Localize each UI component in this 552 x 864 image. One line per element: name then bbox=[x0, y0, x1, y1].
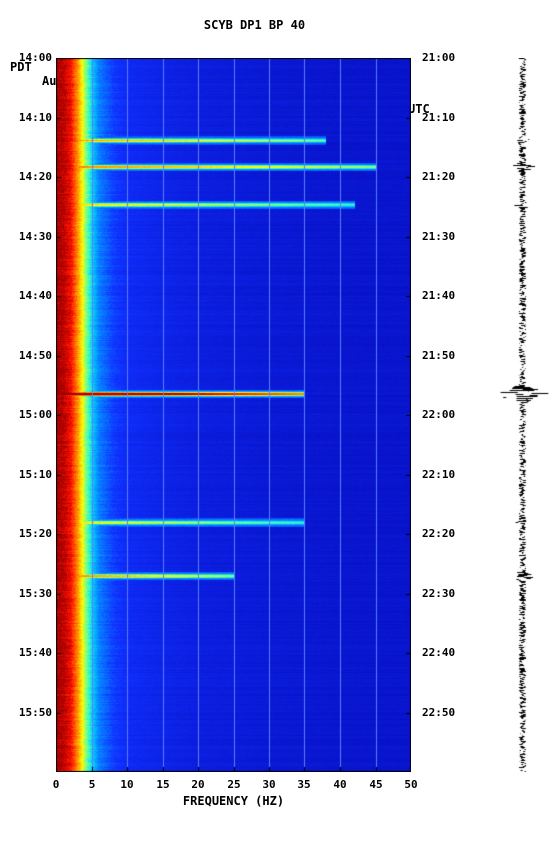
right-time-tick: 22:40 bbox=[422, 646, 455, 659]
freq-tick: 40 bbox=[330, 778, 350, 791]
left-time-tick: 15:00 bbox=[6, 408, 52, 421]
left-time-tick: 15:20 bbox=[6, 527, 52, 540]
right-time-tick: 22:30 bbox=[422, 587, 455, 600]
left-time-tick: 14:30 bbox=[6, 230, 52, 243]
freq-tick: 25 bbox=[224, 778, 244, 791]
left-time-tick: 14:20 bbox=[6, 170, 52, 183]
chart-header: SCYB DP1 BP 40 PDT Aug25,2024 (Stone Can… bbox=[0, 4, 552, 62]
left-time-tick: 15:50 bbox=[6, 706, 52, 719]
freq-tick: 15 bbox=[153, 778, 173, 791]
seismogram-canvas bbox=[495, 58, 550, 772]
left-time-axis: 14:0014:1014:2014:3014:4014:5015:0015:10… bbox=[6, 58, 56, 772]
frequency-axis-label: FREQUENCY (HZ) bbox=[56, 794, 411, 808]
left-time-tick: 14:50 bbox=[6, 349, 52, 362]
frequency-axis-label-text: FREQUENCY (HZ) bbox=[183, 794, 284, 808]
right-time-tick: 21:10 bbox=[422, 111, 455, 124]
left-time-tick: 15:10 bbox=[6, 468, 52, 481]
right-time-tick: 21:20 bbox=[422, 170, 455, 183]
freq-tick: 20 bbox=[188, 778, 208, 791]
left-time-tick: 14:40 bbox=[6, 289, 52, 302]
seismogram-panel bbox=[495, 58, 550, 772]
left-time-tick: 15:40 bbox=[6, 646, 52, 659]
station-id: SCYB DP1 BP 40 bbox=[204, 18, 305, 32]
right-time-tick: 21:50 bbox=[422, 349, 455, 362]
right-time-tick: 22:00 bbox=[422, 408, 455, 421]
right-time-tick: 22:20 bbox=[422, 527, 455, 540]
spectrogram-panel bbox=[56, 58, 411, 772]
freq-tick: 10 bbox=[117, 778, 137, 791]
left-time-tick: 14:00 bbox=[6, 51, 52, 64]
right-time-tick: 21:30 bbox=[422, 230, 455, 243]
freq-tick: 45 bbox=[366, 778, 386, 791]
left-time-tick: 15:30 bbox=[6, 587, 52, 600]
right-time-tick: 22:10 bbox=[422, 468, 455, 481]
freq-tick: 50 bbox=[401, 778, 421, 791]
freq-tick: 30 bbox=[259, 778, 279, 791]
right-time-tick: 21:00 bbox=[422, 51, 455, 64]
freq-tick: 35 bbox=[294, 778, 314, 791]
right-time-axis: 21:0021:1021:2021:3021:4021:5022:0022:10… bbox=[418, 58, 468, 772]
spectrogram-canvas bbox=[56, 58, 411, 772]
freq-tick: 5 bbox=[82, 778, 102, 791]
right-time-tick: 22:50 bbox=[422, 706, 455, 719]
left-time-tick: 14:10 bbox=[6, 111, 52, 124]
station-line: SCYB DP1 BP 40 bbox=[0, 4, 552, 46]
freq-tick: 0 bbox=[46, 778, 66, 791]
right-time-tick: 21:40 bbox=[422, 289, 455, 302]
